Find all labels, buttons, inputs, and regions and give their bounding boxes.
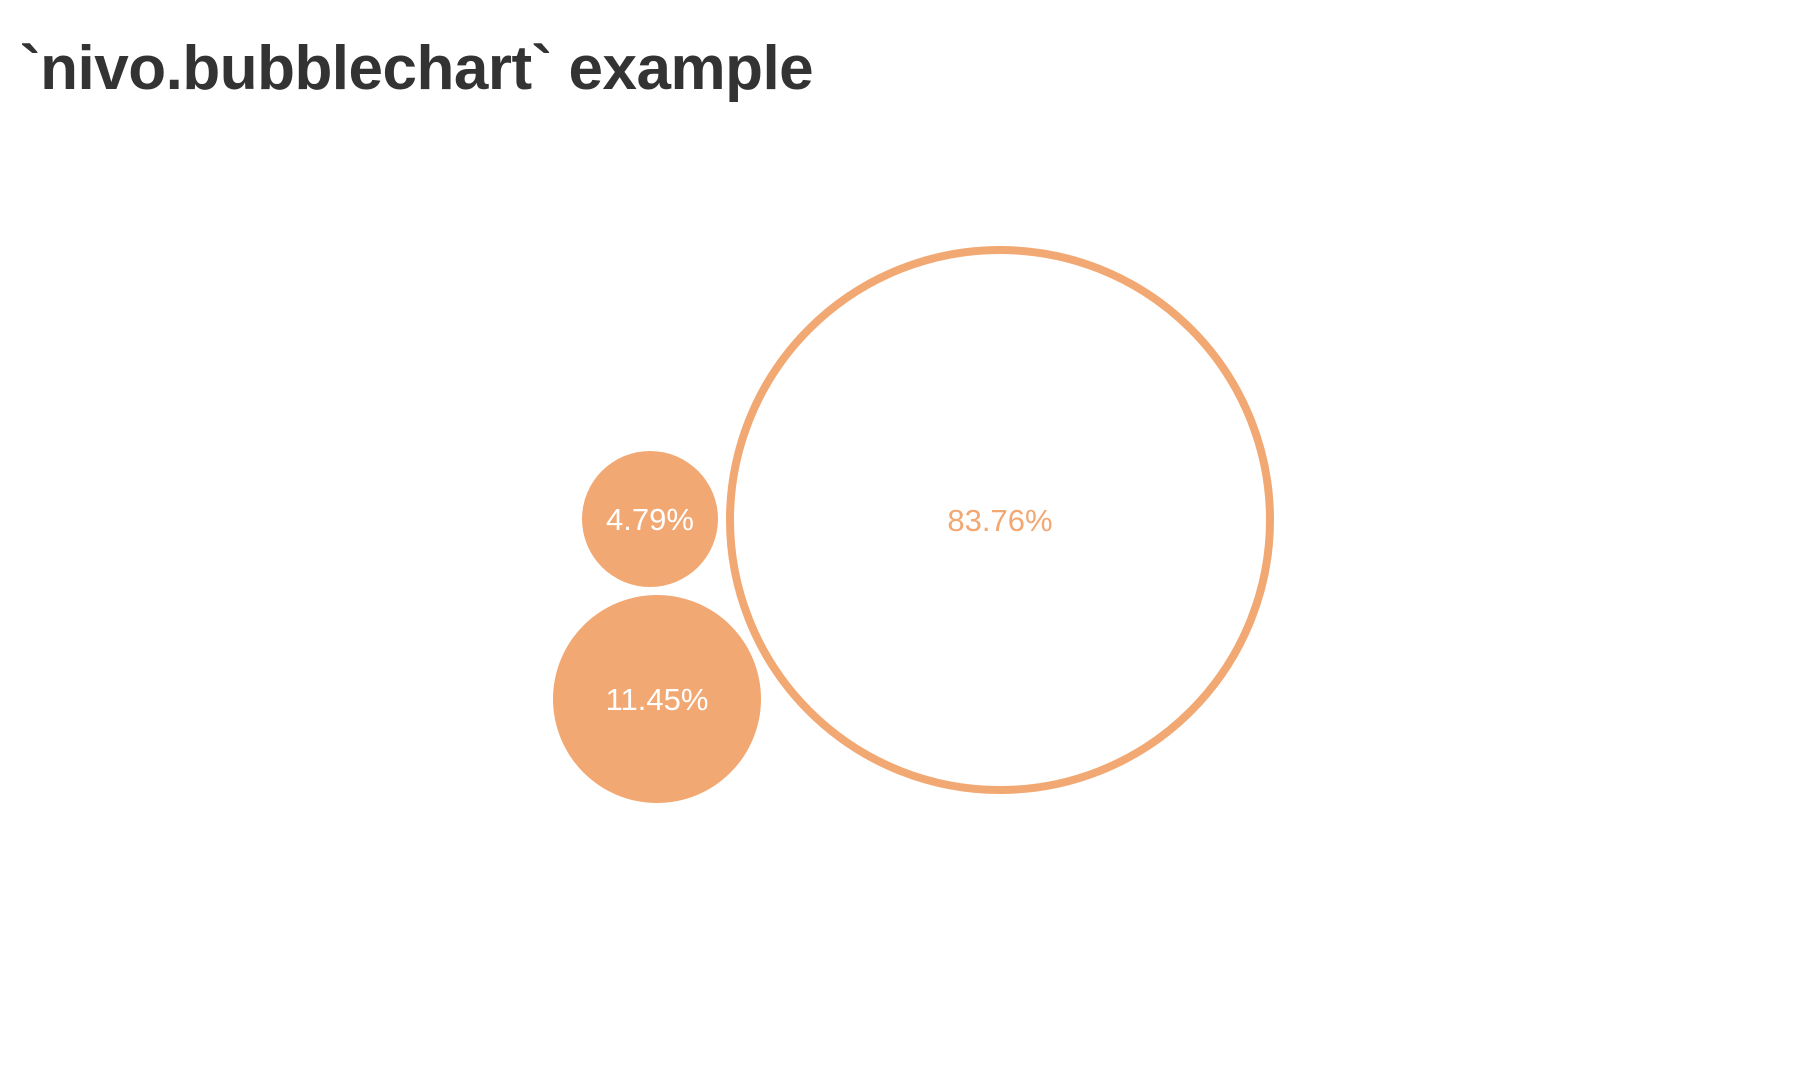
bubble-large[interactable] xyxy=(726,246,1274,794)
bubble-label-medium: 11.45% xyxy=(606,682,709,717)
bubble-medium[interactable] xyxy=(553,595,761,803)
page-title: `nivo.bubblechart` example xyxy=(20,34,814,103)
bubble-small[interactable] xyxy=(582,451,718,587)
bubble-label-large: 83.76% xyxy=(947,503,1052,538)
bubble-label-small: 4.79% xyxy=(606,502,694,537)
